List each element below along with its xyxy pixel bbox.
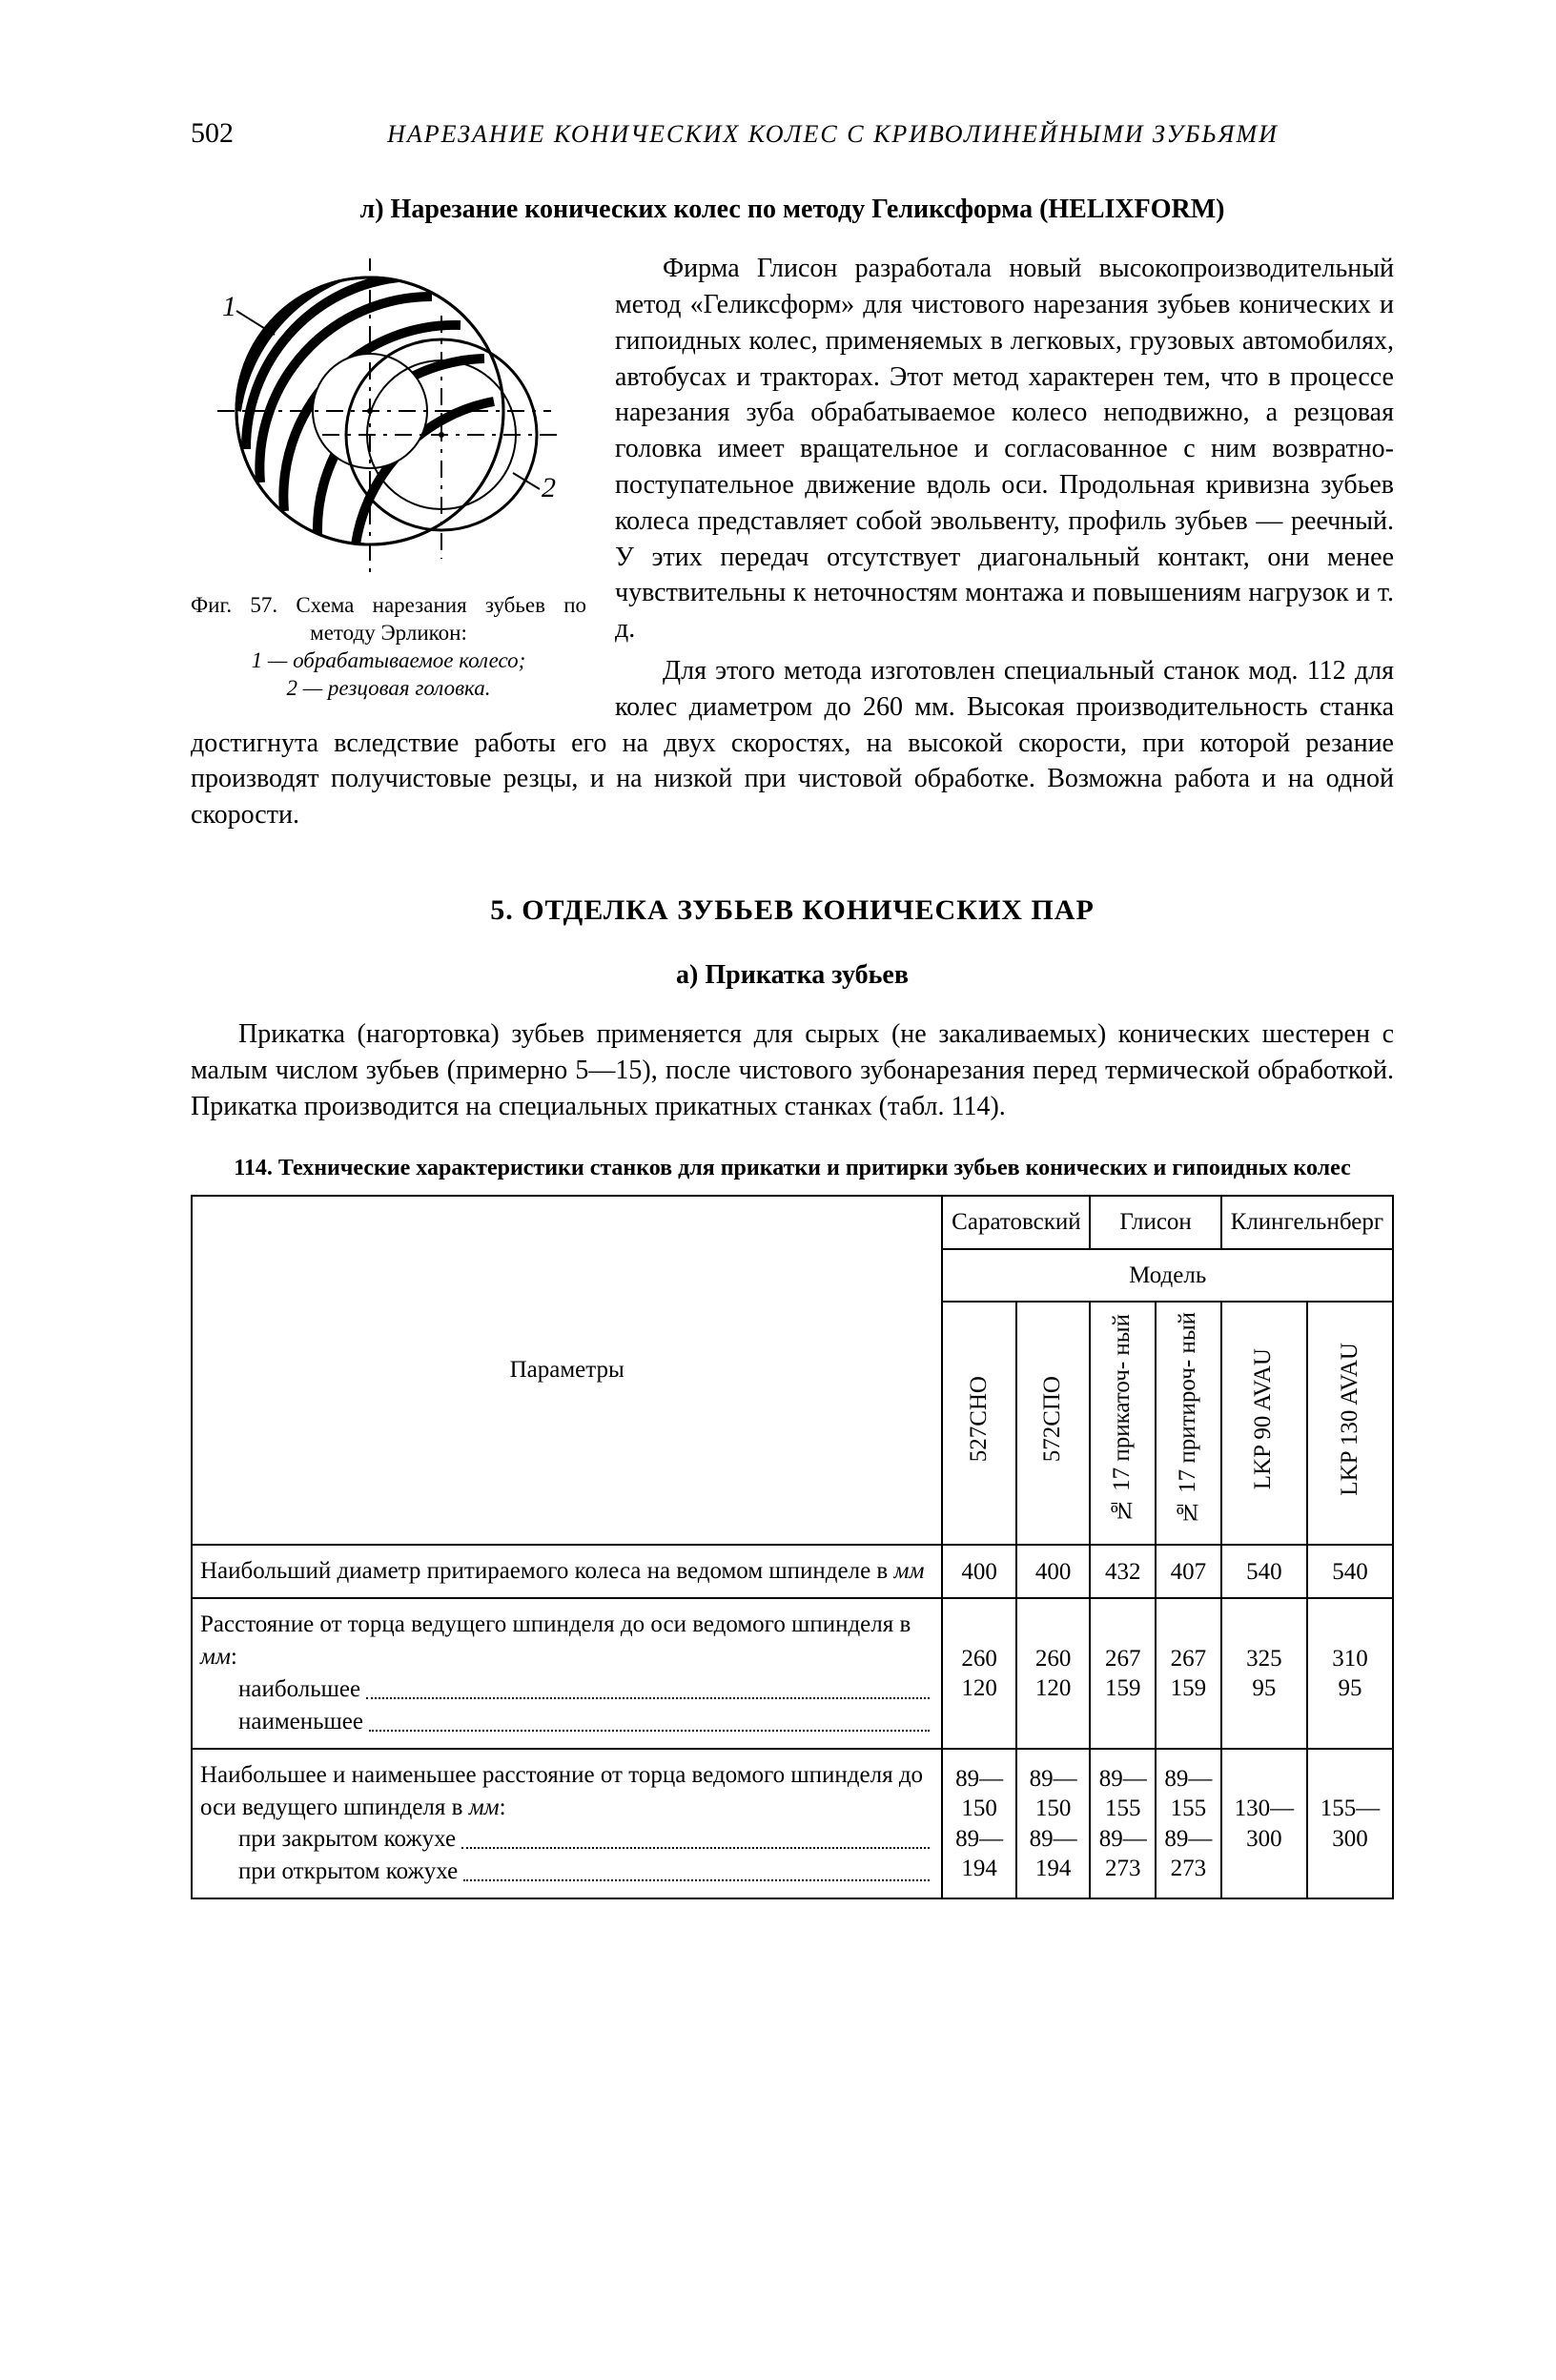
figure-57-caption: Фиг. 57. Схема нарезания зубьев по метод… — [191, 592, 586, 702]
value-cell: 89— 155 89— 273 — [1090, 1749, 1156, 1899]
value-cell: 325 95 — [1221, 1598, 1307, 1749]
table-row: Наибольшее и наименьшее расстояние от то… — [192, 1749, 1393, 1899]
figure-57-caption-line3: 2 — резцовая головка. — [286, 676, 490, 700]
param-cell: Расстояние от торца ведущего шпинделя до… — [192, 1598, 942, 1749]
running-head: 502 НАРЕЗАНИЕ КОНИЧЕСКИХ КОЛЕС С КРИВОЛИ… — [191, 114, 1394, 154]
model-17-prikat: № 17 прикаточ- ный — [1090, 1302, 1156, 1545]
table-row: Расстояние от торца ведущего шпинделя до… — [192, 1598, 1393, 1749]
col-group-saratov: Саратовский — [942, 1196, 1090, 1249]
figure-57: 1 2 Фиг. 57. Схема нарезания зубьев по м… — [191, 258, 586, 702]
value-cell: 89— 155 89— 273 — [1156, 1749, 1221, 1899]
value-cell: 130— 300 — [1221, 1749, 1307, 1899]
figure-57-caption-line2: 1 — обрабатываемое колесо; — [252, 648, 526, 672]
value-cell: 155— 300 — [1307, 1749, 1393, 1899]
figure-label-1: 1 — [222, 291, 236, 322]
value-cell: 540 — [1221, 1545, 1307, 1598]
value-cell: 260 120 — [1016, 1598, 1091, 1749]
section-a-heading: а) Прикатка зубьев — [191, 957, 1394, 994]
model-lkp130: LKP 130 AVAU — [1307, 1302, 1393, 1545]
value-cell: 540 — [1307, 1545, 1393, 1598]
value-cell: 432 — [1090, 1545, 1156, 1598]
model-572spo: 572СПО — [1016, 1302, 1091, 1545]
running-title: НАРЕЗАНИЕ КОНИЧЕСКИХ КОЛЕС С КРИВОЛИНЕЙН… — [272, 117, 1394, 151]
value-cell: 400 — [1016, 1545, 1091, 1598]
model-527sno: 527СНО — [942, 1302, 1016, 1545]
model-lkp90: LKP 90 AVAU — [1221, 1302, 1307, 1545]
col-group-gleason: Глисон — [1090, 1196, 1220, 1249]
value-cell: 310 95 — [1307, 1598, 1393, 1749]
table-114-title: 114. Технические характеристики станков … — [191, 1154, 1394, 1183]
table-row: Наибольший диаметр притираемого колеса н… — [192, 1545, 1393, 1598]
value-cell: 89— 150 89— 194 — [942, 1749, 1016, 1899]
figure-label-2: 2 — [542, 472, 556, 503]
col-params-header: Параметры — [192, 1196, 942, 1545]
paragraph-3: Прикатка (нагортовка) зубьев применяется… — [191, 1016, 1394, 1124]
param-cell: Наибольший диаметр притираемого колеса н… — [192, 1545, 942, 1598]
col-group-klingelnberg: Клингельнберг — [1221, 1196, 1393, 1249]
figure-57-diagram: 1 2 — [208, 258, 570, 583]
param-cell: Наибольшее и наименьшее расстояние от то… — [192, 1749, 942, 1899]
value-cell: 267 159 — [1090, 1598, 1156, 1749]
value-cell: 400 — [942, 1545, 1016, 1598]
col-model-label: Модель — [942, 1249, 1393, 1303]
value-cell: 407 — [1156, 1545, 1221, 1598]
value-cell: 89— 150 89— 194 — [1016, 1749, 1091, 1899]
figure-57-caption-line1: Фиг. 57. Схема нарезания зубьев по метод… — [191, 593, 586, 645]
section-l-heading: л) Нарезание конических колес по методу … — [191, 192, 1394, 228]
table-114: Параметры Саратовский Глисон Клингельнбе… — [191, 1195, 1394, 1899]
section-5-heading: 5. ОТДЕЛКА ЗУБЬЕВ КОНИЧЕСКИХ ПАР — [191, 892, 1394, 931]
page-number: 502 — [191, 114, 234, 154]
value-cell: 267 159 — [1156, 1598, 1221, 1749]
model-17-pritir: № 17 притироч- ный — [1156, 1302, 1221, 1545]
value-cell: 260 120 — [942, 1598, 1016, 1749]
